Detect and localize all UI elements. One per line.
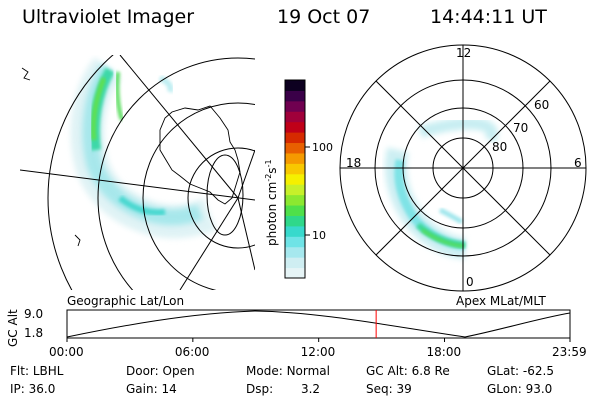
mlat-label-80: 80 — [492, 140, 508, 154]
colorbar-swatch — [285, 257, 305, 269]
colorbar-swatch — [285, 142, 305, 154]
instrument-title: Ultraviolet Imager — [22, 6, 195, 28]
status-filter: Flt: LBHL — [10, 364, 64, 378]
unit-sup-2: -1 — [264, 159, 273, 168]
colorbar-swatch — [285, 173, 305, 185]
status-glat: GLat: -62.5 — [487, 364, 554, 378]
timeline-xtick-label: 00:00 — [49, 345, 84, 359]
colorbar-swatch — [285, 246, 305, 258]
colorbar-swatch — [285, 267, 305, 279]
timeline-ytick-high: 9.0 — [24, 307, 44, 321]
status-dsp: Dsp: 3.2 — [246, 382, 321, 396]
status-ip: IP: 36.0 — [10, 382, 56, 396]
mlat-label-70: 70 — [513, 121, 529, 135]
status-gain: Gain: 14 — [126, 382, 177, 396]
geo-grid — [20, 55, 255, 290]
time-label: 14:44:11 UT — [430, 6, 547, 28]
status-gc-alt: GC Alt: 6.8 Re — [366, 364, 450, 378]
colorbar-tick-10: 10 — [312, 229, 326, 242]
orbit-timeline — [66, 309, 571, 342]
aurora-emission-left — [70, 57, 217, 239]
mlt-label-6: 6 — [574, 156, 582, 170]
aurora-emission-right — [385, 117, 498, 259]
status-seq: Seq: 39 — [366, 382, 412, 396]
coastline — [159, 105, 241, 205]
status-door: Door: Open — [126, 364, 195, 378]
unit-mid: s — [265, 167, 279, 174]
colorbar-swatch — [285, 100, 305, 112]
colorbar-unit-label: photon cm-2s-1 — [264, 159, 279, 246]
mlt-label-18: 18 — [346, 156, 362, 170]
geographic-panel-label: Geographic Lat/Lon — [67, 294, 185, 308]
timeline-ylabel: GC Alt — [6, 309, 20, 347]
mlat-label-60: 60 — [534, 98, 550, 112]
polar-mlat-mlt-panel — [339, 44, 587, 292]
colorbar-swatch — [285, 205, 305, 216]
date-label: 19 Oct 07 — [277, 6, 371, 28]
timeline-ytick-low: 1.8 — [24, 326, 44, 340]
colorbar-swatch — [285, 236, 305, 248]
unit-base: photon cm — [265, 181, 279, 246]
unit-sup-1: -2 — [264, 173, 273, 182]
colorbar — [284, 79, 310, 279]
colorbar-swatch — [285, 225, 305, 237]
colorbar-swatch — [285, 194, 305, 206]
colorbar-swatch — [285, 215, 305, 227]
orbit-altitude-curve — [66, 310, 571, 338]
timeline-xtick-label: 06:00 — [174, 345, 210, 359]
colorbar-swatch — [285, 121, 305, 133]
colorbar-swatch — [285, 132, 305, 144]
status-mode: Mode: Normal — [246, 364, 330, 378]
colorbar-tick-100: 100 — [312, 141, 333, 154]
colorbar-swatch — [285, 111, 305, 123]
mlt-label-12: 12 — [456, 46, 472, 60]
polar-grid — [339, 44, 587, 292]
status-glon: GLon: 93.0 — [487, 382, 553, 396]
colorbar-swatch — [285, 184, 305, 196]
timeline-xtick-label: 18:00 — [426, 345, 462, 359]
apex-panel-label: Apex MLat/MLT — [456, 294, 546, 308]
colorbar-swatch — [285, 80, 305, 91]
colorbar-swatch — [285, 90, 305, 102]
timeline-xtick-label: 12:00 — [300, 345, 336, 359]
timeline-xtick-label: 23:59 — [552, 345, 587, 359]
colorbar-swatch — [285, 163, 305, 175]
geographic-map-panel — [20, 55, 255, 290]
colorbar-swatch — [285, 152, 305, 164]
mlt-label-0: 0 — [466, 275, 474, 289]
